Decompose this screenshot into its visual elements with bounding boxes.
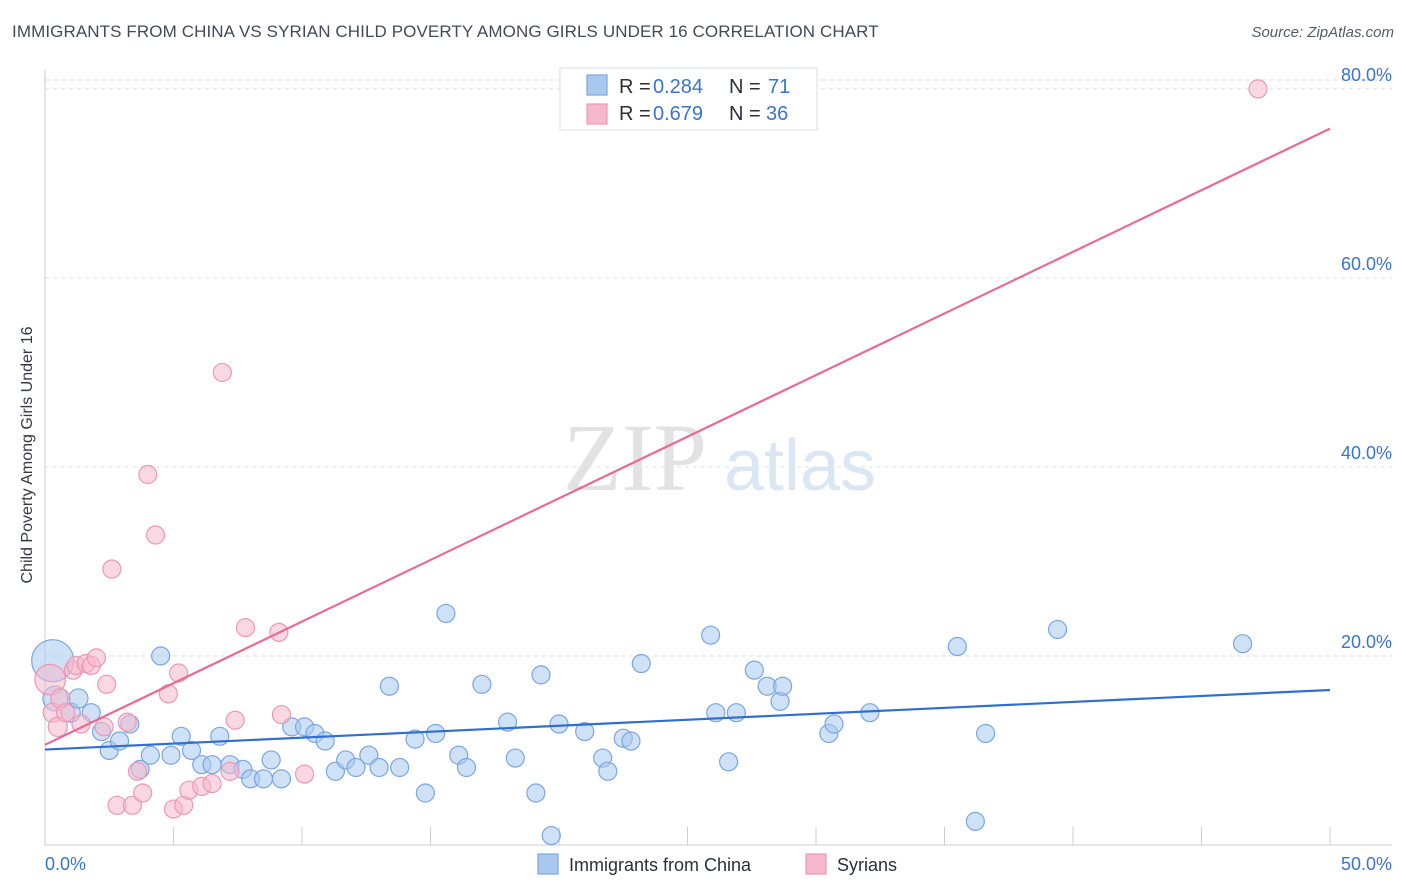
syrian-point [94, 717, 114, 737]
syrian-trend-line [44, 127, 1331, 746]
watermark-zip: ZIP [563, 404, 707, 511]
syrian-point [86, 648, 107, 668]
chart-title: IMMIGRANTS FROM CHINA VS SYRIAN CHILD PO… [12, 22, 879, 41]
china-point [1233, 634, 1253, 654]
y-tick-label: 20.0% [1341, 632, 1392, 652]
china-point [824, 714, 844, 734]
china-point [526, 783, 546, 803]
trend-lines [44, 127, 1331, 751]
china-point [621, 731, 641, 751]
china-point [253, 769, 274, 789]
china-point [359, 745, 379, 765]
china-point [379, 676, 399, 696]
series-legend: Immigrants from China Syrians [537, 853, 897, 875]
syrian-point [169, 663, 189, 683]
y-tick-label: 40.0% [1341, 443, 1392, 463]
legend-r-label-china: R = [619, 76, 651, 98]
source-label: Source: ZipAtlas.com [1251, 24, 1394, 41]
china-point [631, 653, 651, 674]
syrian-point [145, 525, 166, 545]
legend-n-value-china: 71 [768, 76, 790, 98]
china-point [436, 603, 456, 624]
china-point [140, 745, 160, 765]
syrian-point [133, 783, 153, 803]
syrian-point [127, 761, 148, 781]
x-tick-label-min: 0.0% [45, 854, 86, 874]
china-point [976, 723, 996, 744]
china-point [151, 646, 171, 666]
data-points [31, 79, 1268, 846]
china-point [472, 674, 492, 694]
watermark: ZIP atlas [563, 404, 876, 511]
china-point [719, 752, 739, 772]
syrian-point [138, 464, 158, 485]
y-tick-label: 60.0% [1341, 254, 1392, 274]
syrian-point [220, 761, 240, 781]
china-point [575, 721, 595, 742]
china-point [415, 783, 435, 803]
china-point [726, 703, 746, 723]
legend-swatch-syrians [586, 103, 608, 125]
china-point [549, 714, 569, 734]
legend-swatch-china [586, 74, 608, 96]
china-point [315, 731, 335, 751]
china-point [68, 688, 89, 709]
china-point [965, 811, 985, 831]
china-point [531, 665, 551, 685]
china-point [171, 726, 191, 746]
china-point [947, 636, 967, 657]
x-tick-label-max: 50.0% [1341, 854, 1392, 874]
china-point [161, 745, 181, 765]
gridlines [45, 79, 1392, 657]
syrian-point [294, 764, 315, 784]
china-point [369, 757, 389, 778]
china-point [271, 769, 292, 789]
syrian-point [102, 559, 122, 579]
china-point [390, 757, 410, 778]
legend-r-label-syrians: R = [619, 103, 651, 125]
syrian-point [271, 704, 292, 725]
series-legend-swatch-syrians [805, 853, 827, 875]
china-point [181, 740, 202, 761]
syrian-point [225, 710, 245, 730]
syrian-point [122, 795, 142, 815]
china-point [598, 761, 618, 781]
legend-r-value-syrians: 0.679 [653, 103, 703, 125]
series-legend-swatch-china [537, 853, 559, 875]
syrian-point [34, 663, 67, 696]
y-tick-label: 80.0% [1341, 65, 1392, 85]
china-point [701, 625, 721, 645]
china-point [456, 757, 477, 778]
series-legend-label-syrians: Syrians [837, 855, 897, 875]
syrian-point [212, 362, 232, 383]
china-point [405, 729, 425, 749]
syrian-point [235, 618, 256, 638]
series-legend-label-china: Immigrants from China [569, 855, 752, 875]
china-point [541, 825, 561, 846]
legend-r-value-china: 0.284 [653, 76, 703, 98]
legend-n-label-china: N = [729, 76, 761, 98]
tick-labels: 0.0% 50.0% 20.0% 40.0% 60.0% 80.0% [45, 65, 1392, 874]
china-point [744, 660, 764, 680]
china-point [1047, 619, 1068, 640]
syrian-point [97, 674, 117, 694]
china-point [426, 723, 446, 744]
china-point [498, 712, 518, 732]
legend-n-label-syrians: N = [729, 103, 761, 125]
correlation-legend: R = 0.284 N = 71 R = 0.679 N = 36 [559, 67, 818, 131]
china-point [505, 748, 525, 768]
china-point [346, 757, 366, 778]
syrian-point [55, 703, 76, 723]
china-point [202, 755, 222, 775]
china-trend-line [44, 688, 1331, 751]
axes [44, 70, 1392, 846]
legend-n-value-syrians: 36 [766, 103, 788, 125]
syrian-point [202, 773, 222, 794]
watermark-atlas: atlas [724, 426, 876, 506]
china-point [261, 750, 281, 770]
syrian-point [1248, 79, 1268, 99]
china-point [772, 676, 793, 696]
syrian-point [117, 712, 137, 732]
